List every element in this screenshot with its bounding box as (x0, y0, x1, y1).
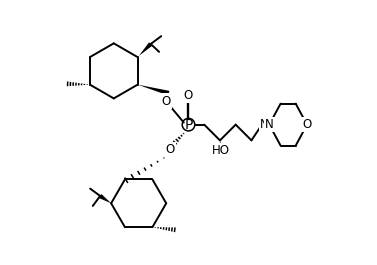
Polygon shape (139, 42, 152, 56)
Text: N: N (265, 118, 274, 131)
Text: N: N (260, 118, 269, 131)
Text: O: O (166, 143, 175, 156)
Text: P: P (184, 118, 193, 132)
Polygon shape (99, 194, 111, 203)
Text: O: O (302, 118, 312, 131)
Text: O: O (162, 95, 171, 108)
Polygon shape (220, 140, 224, 156)
Text: O: O (184, 89, 193, 102)
Text: HO: HO (212, 144, 230, 157)
Polygon shape (138, 85, 169, 95)
